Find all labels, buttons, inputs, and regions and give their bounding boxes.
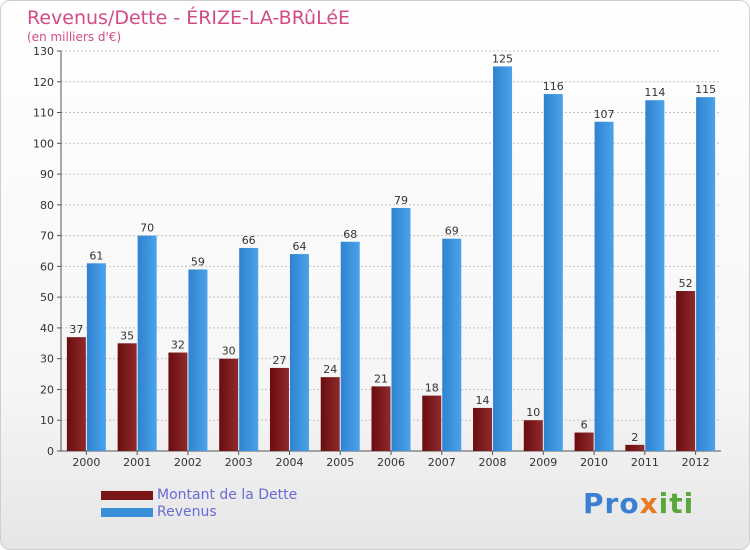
data-label-revenus: 66 (242, 234, 256, 247)
bar-dette (168, 352, 188, 451)
data-label-revenus: 114 (644, 86, 665, 99)
bar-dette (676, 291, 696, 451)
y-tick-label: 100 (33, 137, 54, 150)
x-tick-label: 2003 (225, 456, 253, 469)
chart-subtitle: (en milliers d'€) (27, 30, 122, 44)
data-label-revenus: 116 (543, 80, 564, 93)
data-label-dette: 18 (425, 382, 439, 395)
data-label-dette: 24 (323, 363, 337, 376)
data-label-revenus: 61 (89, 249, 103, 262)
bar-dette (320, 377, 340, 451)
bar-dette (117, 343, 137, 451)
y-tick-label: 60 (40, 260, 54, 273)
legend-label-dette: Montant de la Dette (157, 487, 298, 503)
legend-swatch-revenus (101, 508, 153, 517)
y-tick-label: 50 (40, 291, 54, 304)
y-tick-label: 20 (40, 383, 54, 396)
bar-revenus (594, 121, 614, 452)
data-label-revenus: 64 (292, 240, 306, 253)
data-label-dette: 2 (631, 431, 638, 444)
x-tick-label: 2000 (72, 456, 100, 469)
y-tick-label: 70 (40, 230, 54, 243)
x-tick-label: 2002 (174, 456, 202, 469)
bar-dette (269, 367, 289, 451)
x-tick-label: 2012 (682, 456, 710, 469)
x-tick-label: 2001 (123, 456, 151, 469)
bar-dette (371, 386, 391, 451)
data-label-dette: 6 (581, 419, 588, 432)
data-label-dette: 35 (120, 329, 134, 342)
x-tick-label: 2007 (428, 456, 456, 469)
bar-dette (473, 407, 493, 451)
x-tick-label: 2011 (631, 456, 659, 469)
bar-revenus (86, 263, 106, 451)
y-tick-label: 110 (33, 107, 54, 120)
bar-revenus (340, 241, 360, 451)
bar-revenus (188, 269, 208, 451)
data-label-revenus: 79 (394, 194, 408, 207)
y-tick-label: 40 (40, 322, 54, 335)
x-tick-label: 2006 (377, 456, 405, 469)
bar-revenus (543, 94, 563, 452)
y-tick-label: 10 (40, 414, 54, 427)
chart-title: Revenus/Dette - ÉRIZE-LA-BRûLéE (27, 7, 351, 29)
data-label-revenus: 59 (191, 255, 205, 268)
y-tick-label: 30 (40, 353, 54, 366)
bar-revenus (696, 97, 716, 452)
legend-label-revenus: Revenus (157, 504, 217, 520)
x-tick-label: 2009 (529, 456, 557, 469)
data-label-dette: 30 (222, 345, 236, 358)
data-label-dette: 52 (679, 277, 693, 290)
data-label-dette: 10 (526, 406, 540, 419)
y-tick-label: 80 (40, 199, 54, 212)
bar-revenus (645, 100, 665, 451)
data-label-dette: 27 (272, 354, 286, 367)
data-label-revenus: 125 (492, 52, 513, 65)
data-label-dette: 32 (171, 339, 185, 352)
y-tick-label: 90 (40, 168, 54, 181)
x-tick-label: 2005 (326, 456, 354, 469)
x-tick-label: 2008 (479, 456, 507, 469)
data-label-revenus: 68 (343, 228, 357, 241)
proxiti-logo: Proxiti (583, 487, 695, 520)
bar-dette (523, 420, 543, 451)
bar-revenus (493, 66, 513, 451)
x-tick-label: 2004 (275, 456, 303, 469)
bar-revenus (442, 238, 462, 451)
bar-revenus (239, 247, 259, 451)
bar-dette (625, 444, 645, 451)
y-tick-label: 120 (33, 76, 54, 89)
data-label-revenus: 69 (445, 225, 459, 238)
bar-dette (422, 395, 442, 451)
data-label-revenus: 115 (695, 83, 716, 96)
bar-revenus (137, 235, 157, 451)
bar-dette (219, 358, 239, 451)
data-label-dette: 14 (476, 394, 490, 407)
y-tick-label: 130 (33, 45, 54, 58)
data-label-revenus: 70 (140, 222, 154, 235)
x-tick-label: 2010 (580, 456, 608, 469)
bar-dette (574, 432, 594, 451)
legend-swatch-dette (101, 491, 153, 500)
bar-dette (66, 337, 86, 451)
data-label-dette: 37 (69, 323, 83, 336)
data-label-revenus: 107 (594, 108, 615, 121)
y-tick-label: 0 (47, 445, 54, 458)
bar-revenus (391, 207, 411, 451)
bar-revenus (289, 254, 309, 451)
data-label-dette: 21 (374, 372, 388, 385)
